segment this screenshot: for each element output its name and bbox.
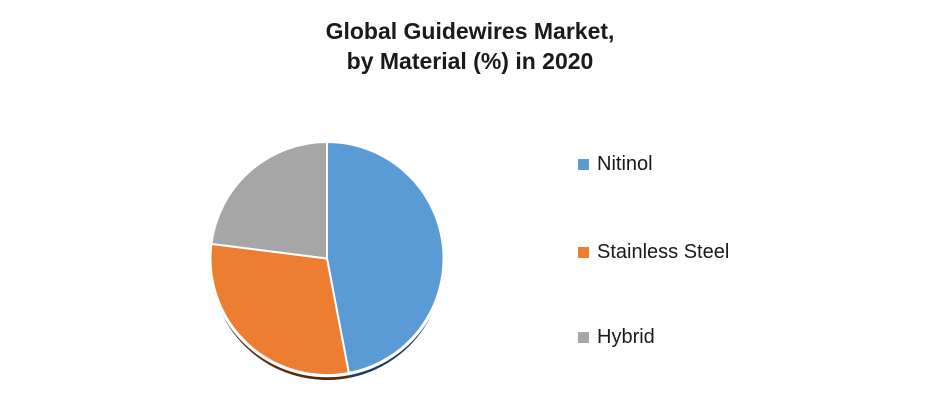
legend-item-nitinol: Nitinol [578,151,653,177]
legend-label-stainless-steel: Stainless Steel [597,240,730,263]
pie-slice-nitinol [326,141,445,374]
legend-marker-stainless-steel-icon [578,246,589,258]
pie-slice-stainless-steel [209,242,350,376]
legend-marker-nitinol-icon [578,158,589,170]
chart-title: Global Guidewires Market, by Material (%… [0,16,940,76]
legend-marker-hybrid-icon [578,331,589,343]
pie-slice-hybrid [210,141,328,260]
chart-title-line1: Global Guidewires Market, [325,18,615,44]
legend-item-hybrid: Hybrid [578,324,655,350]
legend-label-nitinol: Nitinol [597,152,653,175]
legend-item-stainless-steel: Stainless Steel [578,239,729,265]
legend-label-hybrid: Hybrid [597,325,655,348]
chart-title-line2: by Material (%) in 2020 [346,48,594,74]
